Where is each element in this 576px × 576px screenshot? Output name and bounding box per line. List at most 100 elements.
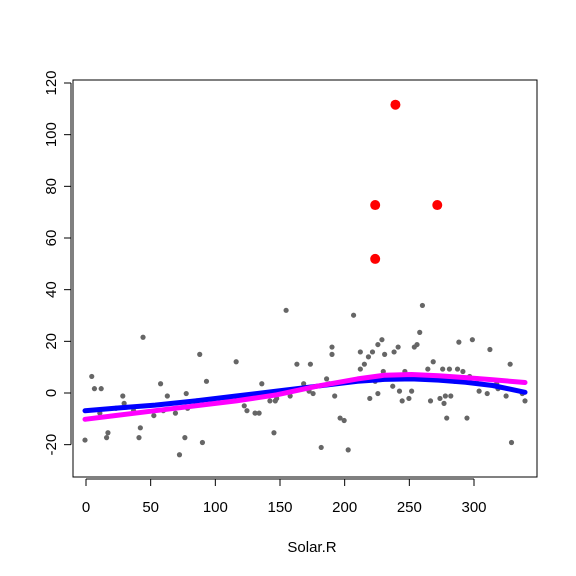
data-point — [441, 400, 447, 406]
data-point — [182, 435, 188, 441]
outlier-point — [370, 200, 381, 211]
data-point — [367, 395, 373, 402]
data-point — [103, 435, 110, 441]
data-point — [203, 378, 210, 384]
y-tick-label: 100 — [43, 122, 60, 147]
y-tick-label: -20 — [43, 434, 60, 456]
data-point — [375, 341, 381, 348]
data-point — [396, 388, 403, 394]
data-point — [329, 344, 335, 350]
data-point — [345, 447, 351, 453]
data-point — [454, 366, 461, 372]
data-point — [430, 359, 436, 365]
data-point — [136, 435, 142, 441]
data-point — [375, 390, 381, 397]
data-point — [164, 393, 170, 399]
data-point — [329, 351, 335, 357]
data-point — [197, 351, 203, 357]
data-point — [379, 337, 385, 343]
data-point — [172, 410, 179, 416]
data-point — [341, 417, 347, 424]
data-point — [399, 398, 405, 404]
data-point — [442, 393, 448, 399]
data-point — [448, 393, 454, 399]
data-point — [332, 393, 338, 399]
data-point — [446, 366, 453, 372]
data-point — [137, 425, 143, 431]
x-tick-label: 250 — [397, 499, 422, 516]
data-point — [508, 439, 515, 446]
outlier-point — [432, 200, 443, 211]
data-point — [350, 312, 357, 318]
data-point — [318, 444, 324, 451]
smooth-line-magenta — [82, 372, 528, 422]
data-point — [98, 386, 104, 392]
data-point — [417, 329, 423, 335]
smooth-lines — [82, 372, 528, 422]
x-tick-label: 100 — [203, 499, 228, 516]
x-axis: 0 50 100 150 200 250 300 — [82, 478, 487, 516]
y-tick-label: 0 — [43, 389, 60, 397]
data-point — [82, 437, 88, 443]
plot-frame — [72, 79, 538, 478]
data-point — [294, 361, 300, 367]
data-point — [151, 412, 157, 419]
data-point — [91, 386, 98, 392]
data-point — [307, 361, 313, 367]
data-point — [437, 395, 443, 402]
data-point — [427, 398, 434, 404]
data-point — [365, 354, 372, 360]
data-point — [444, 415, 450, 421]
data-point — [484, 390, 490, 397]
data-point — [337, 415, 343, 421]
data-point — [241, 403, 247, 409]
data-point — [406, 395, 412, 402]
data-point — [414, 341, 420, 348]
data-point — [361, 361, 367, 367]
y-axis: -20 0 20 40 60 80 100 120 — [43, 70, 72, 456]
plot-frame-group — [72, 79, 538, 478]
data-point — [390, 383, 396, 389]
data-point — [487, 346, 493, 353]
data-point — [283, 307, 289, 313]
data-point — [267, 398, 273, 404]
outlier-points — [370, 99, 443, 264]
data-point — [233, 359, 239, 365]
data-point — [456, 339, 462, 345]
x-tick-label: 200 — [332, 499, 357, 516]
data-point — [382, 351, 388, 357]
data-point — [476, 388, 482, 394]
data-point — [391, 349, 397, 355]
data-point — [503, 393, 509, 399]
data-point — [244, 408, 250, 414]
y-tick-label: 20 — [43, 333, 60, 350]
data-point — [176, 452, 183, 458]
data-point — [271, 430, 277, 436]
data-point — [105, 430, 111, 436]
data-point — [140, 334, 146, 340]
x-tick-label: 150 — [267, 499, 292, 516]
y-tick-label: 80 — [43, 178, 60, 195]
data-point — [395, 344, 401, 350]
data-point — [199, 439, 206, 446]
data-point — [183, 390, 189, 397]
data-point — [310, 390, 316, 397]
data-point — [460, 368, 466, 375]
outlier-point — [370, 253, 381, 264]
data-point — [323, 376, 330, 382]
data-point — [357, 349, 363, 355]
data-point — [507, 361, 513, 367]
data-point — [252, 410, 258, 416]
data-point — [369, 349, 376, 355]
y-tick-label: 40 — [43, 281, 60, 298]
data-point — [425, 366, 431, 372]
data-point — [256, 410, 262, 416]
outlier-point — [390, 99, 401, 110]
data-point — [440, 366, 446, 372]
data-point — [121, 400, 127, 406]
data-point — [157, 381, 164, 387]
data-point — [419, 302, 426, 309]
y-tick-label: 60 — [43, 230, 60, 247]
